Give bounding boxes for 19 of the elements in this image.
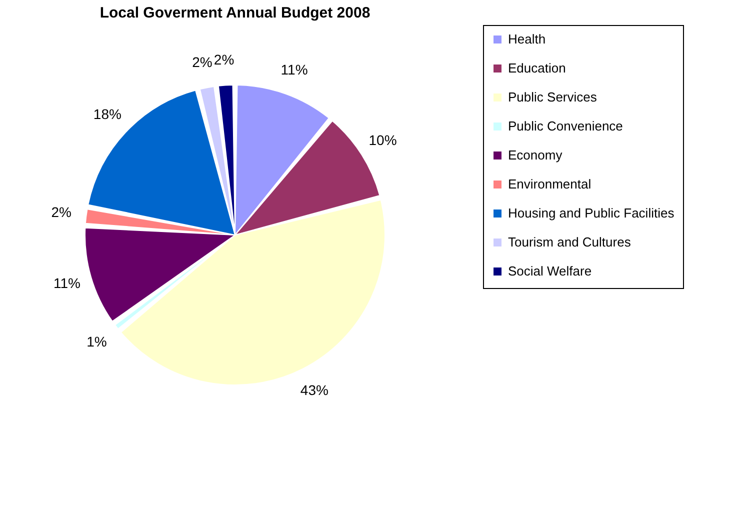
data-label: 1% [86,333,107,350]
data-label: 18% [93,106,122,122]
legend-label: Health [508,32,546,46]
data-label: 43% [300,382,328,398]
data-label: 11% [280,61,308,78]
data-label: 11% [53,274,80,291]
legend-label: Public Services [508,90,598,104]
data-label: 2% [214,51,234,68]
data-label: 10% [368,132,397,148]
legend-label: Education [508,60,566,76]
legend-label: Social Welfare [508,264,592,278]
legend-label: Economy [508,148,563,162]
legend-label: Tourism and Cultures [508,234,632,250]
legend-label: Housing and Public Facilities [508,206,675,220]
chart-title: Local Goverment Annual Budget 2008 [100,4,370,22]
data-label: 2% [51,204,72,220]
legend-label: Environmental [508,176,592,192]
data-label: 2% [192,54,212,70]
legend-label: Public Convenience [508,118,623,134]
